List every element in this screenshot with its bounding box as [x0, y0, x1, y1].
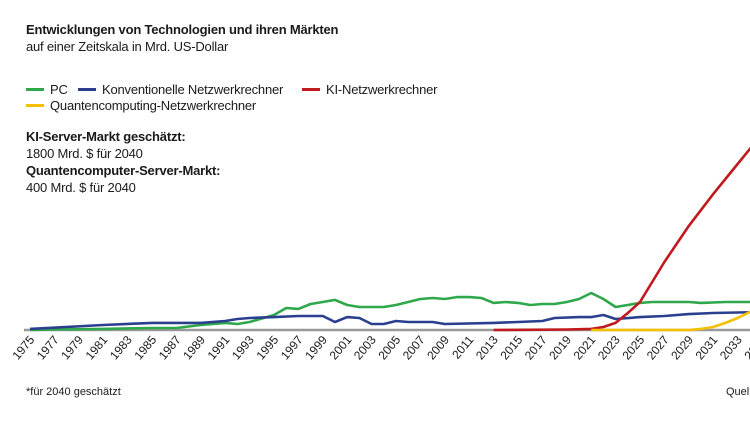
legend-swatch-ki [302, 88, 320, 91]
x-tick-label: 2031 [693, 333, 721, 363]
x-tick-label: 2015 [497, 333, 525, 363]
x-tick-label: 2011 [449, 333, 477, 362]
legend-swatch-conventional [78, 88, 96, 91]
legend-item-ki: KI-Netzwerkrechner [302, 82, 437, 97]
ki-estimate-label: KI-Server-Markt geschätzt: [26, 129, 186, 144]
footnote: *für 2040 geschätzt [26, 386, 121, 398]
legend-item-conventional: Konventionelle Netzwerkrechner [78, 82, 283, 97]
chart-title: Entwicklungen von Technologien und ihren… [26, 22, 339, 37]
x-tick-label: 1993 [229, 333, 257, 363]
legend-item-pc: PC [26, 82, 68, 97]
legend-label: Quantencomputing-Netzwerkrechner [50, 98, 257, 113]
x-tick-label: 2033 [717, 333, 745, 363]
qc-estimate-label: Quantencomputer-Server-Markt: [26, 163, 221, 178]
ki-estimate-value: 1800 Mrd. $ für 2040 [26, 146, 143, 161]
x-tick-label: 1991 [205, 333, 233, 363]
x-tick-label: 1995 [253, 333, 281, 363]
x-tick-label: 2023 [595, 333, 623, 363]
x-tick-label: 2029 [668, 333, 696, 363]
x-tick-label: 2019 [546, 333, 574, 363]
source-note: Quel [726, 386, 750, 398]
x-tick-label: 1977 [34, 333, 62, 363]
legend-swatch-pc [26, 88, 44, 91]
x-tick-label: 1997 [278, 333, 306, 363]
chart-subtitle: auf einer Zeitskala in Mrd. US-Dollar [26, 39, 229, 54]
series-line-1 [29, 310, 750, 331]
series-line-2 [493, 146, 750, 332]
x-tick-label: 2013 [473, 333, 501, 363]
x-tick-label: 1987 [156, 333, 184, 363]
legend-label: Konventionelle Netzwerkrechner [102, 82, 284, 97]
legend-swatch-quantum [26, 104, 44, 107]
x-tick-label: 2025 [619, 333, 647, 363]
series-line-0 [29, 291, 750, 332]
legend-label: PC [50, 82, 68, 97]
qc-estimate-value: 400 Mrd. $ für 2040 [26, 180, 136, 195]
x-tick-label: 2001 [327, 333, 355, 363]
x-tick-label: 1983 [107, 333, 135, 363]
x-tick-label: 1985 [131, 333, 159, 363]
x-tick-label: 1989 [180, 333, 208, 363]
x-tick-label: 2003 [351, 333, 379, 363]
x-tick-label: 1999 [302, 333, 330, 363]
x-tick-label: 2017 [522, 333, 550, 363]
x-tick-label: 2027 [644, 333, 672, 363]
series-line-3 [591, 310, 750, 332]
x-tick-label: 1981 [83, 333, 111, 363]
legend-label: KI-Netzwerkrechner [326, 82, 438, 97]
x-tick-label: 2021 [571, 333, 599, 363]
x-tick-label: 2035 [741, 333, 750, 363]
x-tick-label: 2007 [400, 333, 428, 363]
x-tick-label: 1979 [58, 333, 86, 363]
legend-item-quantum: Quantencomputing-Netzwerkrechner [26, 98, 256, 113]
x-tick-label: 1975 [9, 333, 37, 363]
x-tick-label: 2005 [375, 333, 403, 363]
x-tick-label: 2009 [424, 333, 452, 363]
